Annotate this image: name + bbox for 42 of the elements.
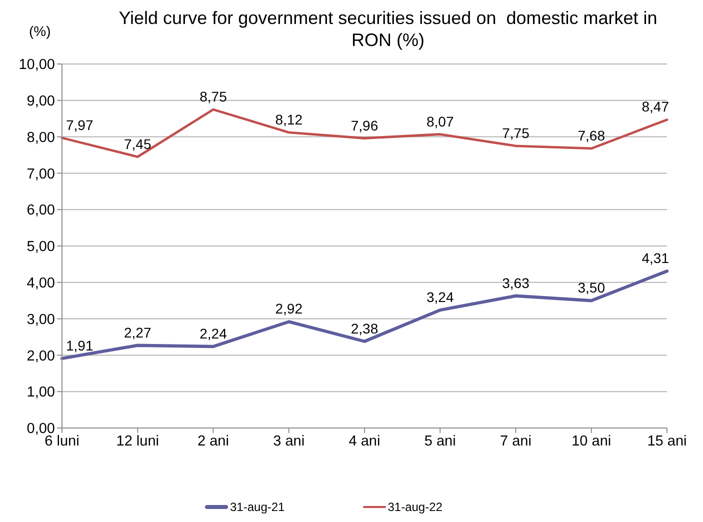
data-label: 7,45 [124,136,152,152]
data-label: 2,38 [350,320,378,336]
y-tick-label: 2,00 [26,348,55,364]
y-axis-title: (%) [29,23,51,39]
line-series [60,270,669,360]
data-label: 7,96 [350,117,378,134]
y-tick-label: 10,00 [18,57,55,74]
data-label: 3,50 [578,280,606,296]
x-tick-label: 15 ani [647,433,687,450]
data-label: 2,27 [124,324,152,340]
y-tick-label: 9,00 [26,94,55,110]
x-tick-label: 2 ani [198,433,229,450]
x-tick-label: 10 ani [572,433,612,450]
data-label: 7,68 [578,127,606,144]
y-tick-label: 3,00 [26,312,55,328]
x-tick-label: 12 luni [116,433,159,450]
x-tick-label: 6 luni [44,433,80,450]
data-label: 4,31 [642,250,670,266]
y-tick-label: 5,00 [26,239,55,256]
y-tick-label: 8,00 [26,130,55,146]
x-tick-label: 4 ani [348,433,380,450]
data-label: 8,07 [426,113,454,130]
x-tick-label: 7 ani [500,433,532,450]
y-tick-label: 7,00 [26,166,55,182]
data-label: 2,24 [200,325,228,342]
data-label: 3,24 [426,289,454,306]
y-tick-label: 1,00 [26,384,55,401]
legend-label: 31-aug-22 [388,500,442,514]
chart-title: Yield curve for government securities issued on domestic market in RON (%) [118,7,658,51]
data-label: 8,12 [275,111,303,128]
data-label: 3,63 [502,274,530,291]
y-tick-label: 4,00 [26,276,55,292]
data-label: 7,97 [66,116,94,133]
data-label: 1,91 [66,337,94,354]
data-label: 2,92 [275,300,303,317]
y-tick-label: 6,00 [26,202,55,219]
legend-label: 31-aug-21 [230,500,285,514]
x-tick-label: 3 ani [273,433,305,450]
data-label: 7,75 [502,124,530,141]
x-tick-label: 5 ani [424,433,456,450]
data-label: 8,75 [200,88,228,104]
data-label: 8,47 [642,98,670,115]
